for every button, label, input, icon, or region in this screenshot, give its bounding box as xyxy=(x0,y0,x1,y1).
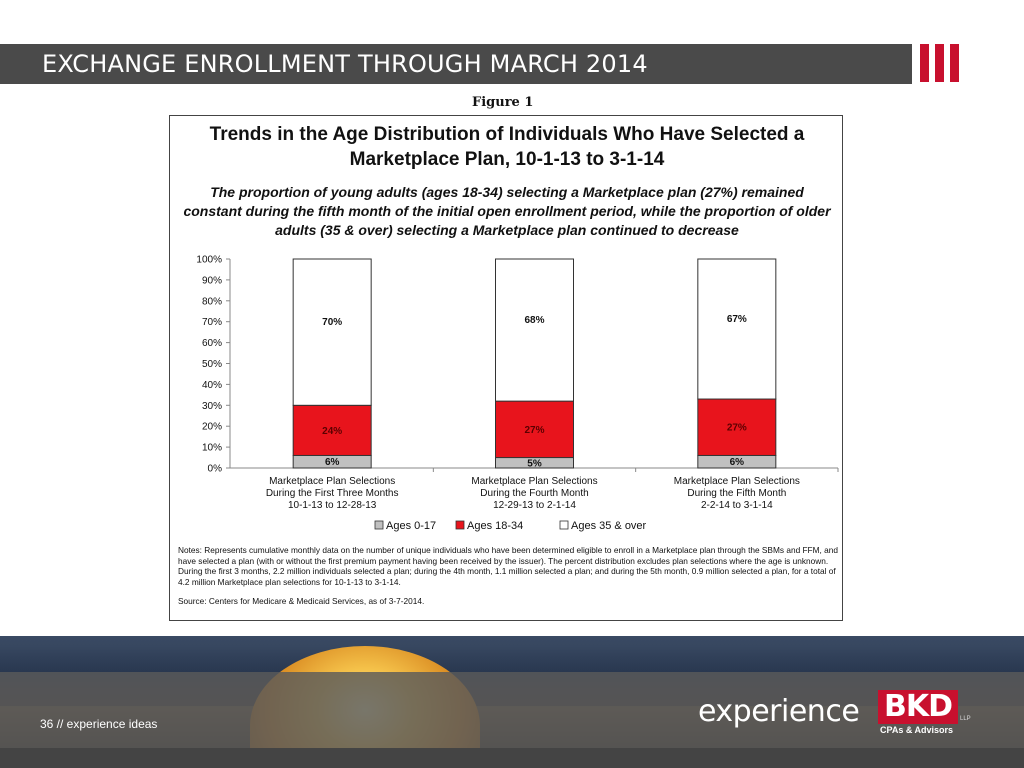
category-label: During the Fourth Month xyxy=(480,488,588,499)
data-label: 6% xyxy=(325,457,340,468)
figure-label: Figure 1 xyxy=(472,95,534,110)
bar-segment xyxy=(292,258,372,406)
y-tick-label: 10% xyxy=(202,443,222,454)
bar-segment xyxy=(495,258,574,402)
figure-notes: Notes: Represents cumulative monthly dat… xyxy=(178,545,838,587)
y-tick-label: 100% xyxy=(196,255,222,266)
bar-segment xyxy=(292,404,372,456)
category-label: 10-1-13 to 12-28-13 xyxy=(288,500,377,511)
data-label: 6% xyxy=(730,457,745,468)
y-tick-label: 40% xyxy=(202,380,222,391)
footer-bar xyxy=(0,672,1024,748)
y-tick-label: 20% xyxy=(202,422,222,433)
legend-swatch xyxy=(455,520,465,530)
category-label: 2-2-14 to 3-1-14 xyxy=(701,500,773,511)
data-label: 27% xyxy=(524,425,544,436)
data-label: 67% xyxy=(727,314,747,325)
legend-label: Ages 18-34 xyxy=(467,520,523,532)
stacked-bar-chart: 0% 10% 20% 30% 40% 50% 60% 70% 80% 90% 100% 6% 24% 70… xyxy=(196,255,839,532)
bar-segment xyxy=(495,400,574,459)
legend-label: Ages 35 & over xyxy=(571,520,647,532)
category-label: 12-29-13 to 2-1-14 xyxy=(493,500,576,511)
y-tick-label: 90% xyxy=(202,275,222,286)
brand-llp: LLP xyxy=(960,716,971,722)
data-label: 27% xyxy=(727,423,747,434)
category-label: Marketplace Plan Selections xyxy=(674,476,800,487)
legend-label: Ages 0-17 xyxy=(386,520,436,532)
figure-heading-line2: Marketplace Plan, 10-1-13 to 3-1-14 xyxy=(349,149,665,170)
brand-wordmark: experience xyxy=(698,694,860,729)
figure-heading: Trends in the Age Distribution of Indivi… xyxy=(170,122,844,172)
y-tick-label: 0% xyxy=(208,464,223,475)
y-tick-label: 50% xyxy=(202,359,222,370)
y-tick-label: 80% xyxy=(202,296,222,307)
legend-swatch xyxy=(374,520,384,530)
legend-swatch xyxy=(559,520,569,530)
bottom-strip xyxy=(0,748,1024,768)
data-label: 70% xyxy=(322,317,342,328)
y-tick-label: 30% xyxy=(202,401,222,412)
category-label: Marketplace Plan Selections xyxy=(269,476,395,487)
bar-segment xyxy=(697,258,777,400)
category-label: During the Fifth Month xyxy=(687,488,786,499)
category-label: Marketplace Plan Selections xyxy=(471,476,597,487)
data-label: 5% xyxy=(527,458,542,469)
figure-heading-line1: Trends in the Age Distribution of Indivi… xyxy=(209,124,805,145)
y-tick-label: 70% xyxy=(202,317,222,328)
brand-logo-mark: BKD xyxy=(878,690,958,724)
figure-source: Source: Centers for Medicare & Medicaid … xyxy=(178,596,425,606)
page-number-label: 36 // experience ideas xyxy=(40,717,158,731)
brand-bars-icon xyxy=(920,44,959,82)
data-label: 68% xyxy=(524,315,544,326)
bar-segment xyxy=(697,398,777,456)
title-bar xyxy=(0,44,912,84)
category-label: During the First Three Months xyxy=(266,488,399,499)
data-label: 24% xyxy=(322,426,342,437)
figure-panel: Trends in the Age Distribution of Indivi… xyxy=(169,115,843,621)
figure-subtitle: The proportion of young adults (ages 18-… xyxy=(183,184,831,238)
y-tick-label: 60% xyxy=(202,338,222,349)
slide-title: EXCHANGE ENROLLMENT THROUGH MARCH 2014 xyxy=(42,50,648,78)
brand-tagline: CPAs & Advisors xyxy=(880,725,954,735)
